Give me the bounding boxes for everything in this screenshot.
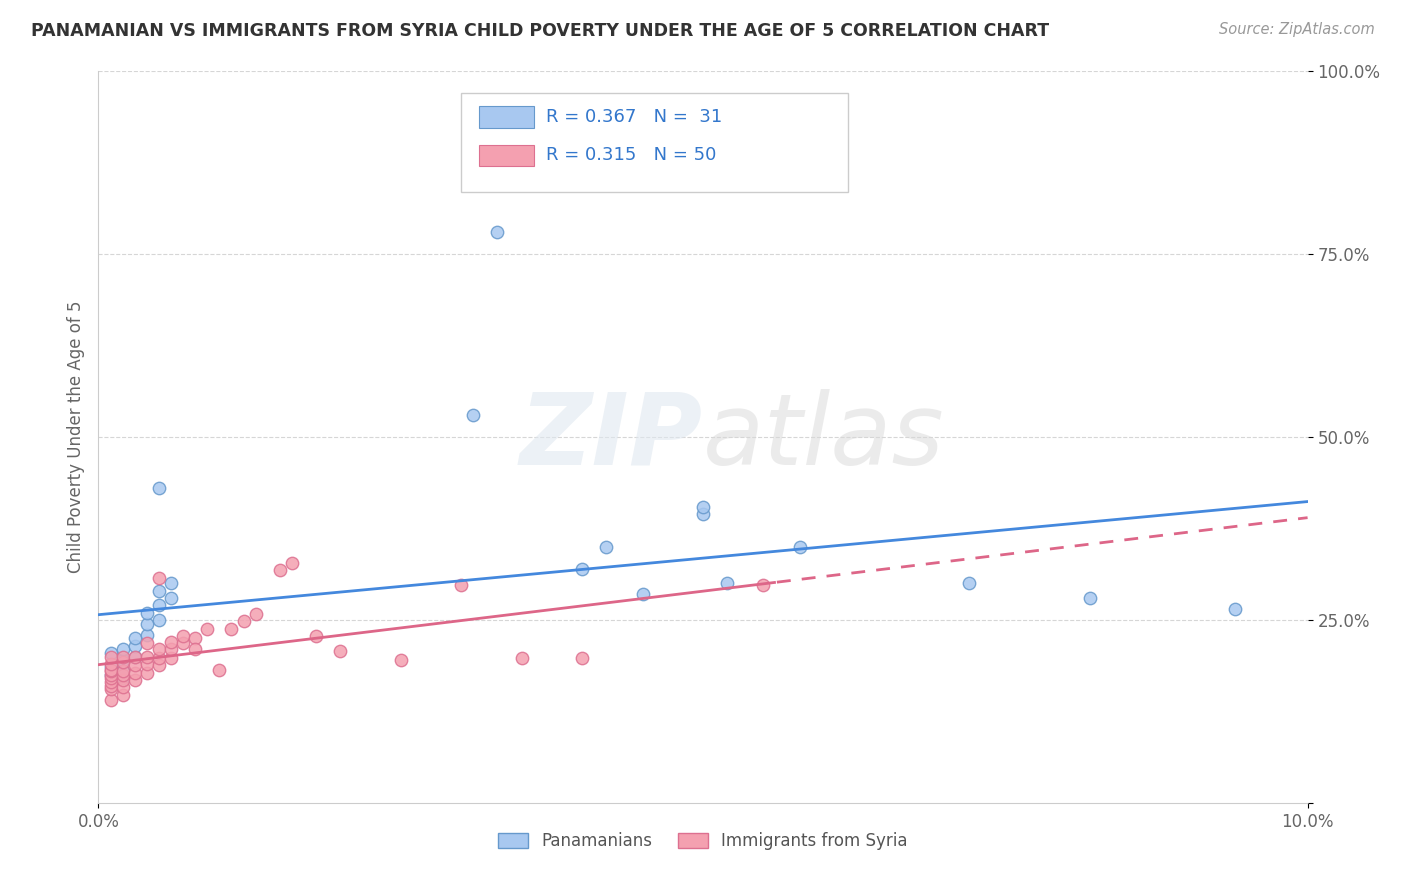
Text: atlas: atlas — [703, 389, 945, 485]
Point — [692, 500, 714, 514]
Text: R = 0.315   N = 50: R = 0.315 N = 50 — [546, 145, 716, 164]
Point — [135, 636, 157, 650]
Point — [124, 673, 146, 687]
Point — [100, 672, 122, 686]
Point — [486, 225, 509, 239]
Point — [100, 679, 122, 693]
Point — [450, 578, 472, 592]
Point — [111, 653, 134, 667]
FancyBboxPatch shape — [461, 94, 848, 192]
Point — [631, 587, 654, 601]
Point — [135, 627, 157, 641]
Point — [148, 613, 170, 627]
Point — [245, 607, 267, 621]
Y-axis label: Child Poverty Under the Age of 5: Child Poverty Under the Age of 5 — [66, 301, 84, 574]
Point — [124, 649, 146, 664]
Point — [148, 658, 170, 673]
Point — [124, 632, 146, 646]
Point — [160, 635, 183, 649]
Point — [221, 622, 243, 636]
Point — [692, 507, 714, 521]
Point — [124, 649, 146, 664]
Point — [100, 667, 122, 681]
Point — [957, 576, 980, 591]
Point — [148, 583, 170, 598]
Point — [100, 664, 122, 678]
Point — [111, 664, 134, 678]
Point — [148, 481, 170, 495]
Point — [184, 632, 207, 646]
Point — [571, 651, 593, 665]
Point — [172, 629, 194, 643]
Text: Source: ZipAtlas.com: Source: ZipAtlas.com — [1219, 22, 1375, 37]
Point — [148, 599, 170, 613]
Point — [100, 649, 122, 664]
Point — [208, 663, 231, 677]
Point — [195, 622, 218, 636]
Point — [389, 653, 412, 667]
Point — [111, 656, 134, 670]
Point — [135, 665, 157, 680]
Point — [100, 693, 122, 707]
Text: PANAMANIAN VS IMMIGRANTS FROM SYRIA CHILD POVERTY UNDER THE AGE OF 5 CORRELATION: PANAMANIAN VS IMMIGRANTS FROM SYRIA CHIL… — [31, 22, 1049, 40]
Point — [111, 642, 134, 657]
Point — [510, 651, 533, 665]
FancyBboxPatch shape — [479, 106, 534, 128]
Point — [135, 657, 157, 671]
Point — [595, 540, 617, 554]
Point — [100, 657, 122, 671]
Point — [124, 639, 146, 653]
Point — [160, 576, 183, 591]
Point — [135, 616, 157, 631]
Point — [135, 649, 157, 664]
Point — [148, 570, 170, 584]
Point — [100, 667, 122, 681]
Point — [148, 642, 170, 657]
Point — [124, 665, 146, 680]
Point — [281, 556, 304, 570]
Point — [752, 578, 775, 592]
Point — [100, 646, 122, 660]
Text: R = 0.367   N =  31: R = 0.367 N = 31 — [546, 108, 723, 126]
Point — [111, 667, 134, 681]
Point — [124, 658, 146, 673]
Point — [160, 642, 183, 657]
Point — [789, 540, 811, 554]
Point — [111, 673, 134, 687]
FancyBboxPatch shape — [479, 145, 534, 167]
Point — [100, 660, 122, 674]
Point — [100, 675, 122, 690]
Point — [1223, 602, 1246, 616]
Point — [172, 636, 194, 650]
Text: ZIP: ZIP — [520, 389, 703, 485]
Point — [269, 563, 291, 577]
Legend: Panamanians, Immigrants from Syria: Panamanians, Immigrants from Syria — [492, 825, 914, 856]
Point — [716, 576, 738, 591]
Point — [148, 651, 170, 665]
Point — [463, 408, 485, 422]
Point — [305, 629, 328, 643]
Point — [160, 651, 183, 665]
Point — [329, 643, 352, 657]
Point — [100, 682, 122, 697]
Point — [232, 615, 254, 629]
Point — [100, 663, 122, 677]
Point — [111, 664, 134, 678]
Point — [160, 591, 183, 605]
Point — [1078, 591, 1101, 605]
Point — [111, 680, 134, 694]
Point — [184, 642, 207, 657]
Point — [571, 562, 593, 576]
Point — [111, 672, 134, 686]
Point — [111, 688, 134, 702]
Point — [135, 606, 157, 620]
Point — [111, 649, 134, 664]
